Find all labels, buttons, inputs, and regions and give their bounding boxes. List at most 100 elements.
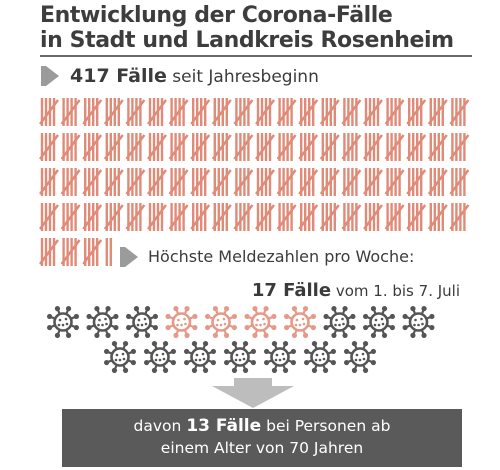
- tally-cross-stroke: [406, 169, 427, 195]
- tally-cross-stroke: [276, 99, 297, 125]
- peak-week-suffix: vom 1. bis 7. Juli: [335, 282, 460, 300]
- coronavirus-icon: [47, 306, 79, 338]
- tally-cross-stroke: [60, 99, 81, 125]
- peak-arrow-icon: [125, 247, 138, 267]
- tally-cross-stroke: [276, 204, 297, 230]
- tally-cross-stroke: [427, 99, 448, 125]
- tally-cross-stroke: [39, 134, 59, 160]
- tally-cross-stroke: [449, 134, 470, 160]
- virus-icons-group: [47, 306, 435, 373]
- elderly-suffix: bei Personen ab: [266, 417, 391, 435]
- page-title: Entwicklung der Corona-Fälle in Stadt un…: [40, 3, 480, 53]
- total-cases-value: 417 Fälle: [70, 65, 167, 87]
- tally-cross-stroke: [427, 134, 448, 160]
- tally-cross-stroke: [341, 204, 362, 230]
- tally-cross-stroke: [255, 204, 275, 230]
- tally-cross-stroke: [255, 169, 275, 195]
- tally-cross-stroke: [363, 99, 383, 125]
- tally-cross-stroke: [39, 239, 59, 265]
- down-arrow-icon: [212, 378, 294, 408]
- coronavirus-icon: [224, 341, 256, 373]
- tally-cross-stroke: [147, 169, 167, 195]
- tally-cross-stroke: [384, 99, 405, 125]
- peak-week-line: 17 Fälle vom 1. bis 7. Juli: [252, 281, 460, 301]
- tally-cross-stroke: [39, 169, 59, 195]
- coronavirus-icon: [184, 341, 216, 373]
- tally-cross-stroke: [384, 169, 405, 195]
- tally-cross-stroke: [406, 134, 427, 160]
- peak-arrow-stem: [120, 247, 125, 267]
- tally-cross-stroke: [211, 99, 232, 125]
- tally-cross-stroke: [363, 204, 383, 230]
- tally-cross-stroke: [427, 204, 448, 230]
- tally-cross-stroke: [384, 204, 405, 230]
- tally-cross-stroke: [341, 169, 362, 195]
- tally-cross-stroke: [190, 134, 211, 160]
- tally-cross-stroke: [60, 239, 81, 265]
- tally-cross-stroke: [233, 134, 254, 160]
- tally-cross-stroke: [255, 134, 275, 160]
- tally-cross-stroke: [298, 99, 319, 125]
- coronavirus-icon: [165, 306, 198, 338]
- tally-cross-stroke: [298, 204, 319, 230]
- tally-cross-stroke: [233, 204, 254, 230]
- tally-cross-stroke: [60, 204, 81, 230]
- elderly-line-1: davon 13 Fälle bei Personen ab: [62, 415, 462, 437]
- tally-cross-stroke: [168, 134, 189, 160]
- tally-cross-stroke: [168, 204, 189, 230]
- tally-cross-stroke: [39, 99, 59, 125]
- tally-cross-stroke: [233, 169, 254, 195]
- coronavirus-icon: [144, 341, 176, 373]
- total-cases-line: 417 Fälle seit Jahresbeginn: [70, 65, 319, 88]
- tally-cross-stroke: [125, 99, 146, 125]
- tally-cross-stroke: [190, 169, 211, 195]
- tally-cross-stroke: [125, 169, 146, 195]
- coronavirus-icon: [402, 306, 435, 338]
- tally-cross-stroke: [103, 134, 124, 160]
- coronavirus-icon: [126, 306, 158, 338]
- pointer-arrow-icon: [46, 66, 59, 86]
- elderly-line-2: einem Alter von 70 Jahren: [160, 439, 364, 457]
- tally-cross-stroke: [211, 169, 232, 195]
- tally-cross-stroke: [147, 99, 167, 125]
- coronavirus-icon: [205, 306, 237, 338]
- tally-cross-stroke: [449, 169, 470, 195]
- tally-cross-stroke: [427, 169, 448, 195]
- tally-cross-stroke: [103, 169, 124, 195]
- tally-cross-stroke: [168, 169, 189, 195]
- tally-cross-stroke: [319, 134, 340, 160]
- coronavirus-icon: [363, 306, 395, 338]
- tally-cross-stroke: [255, 99, 275, 125]
- tally-cross-stroke: [103, 99, 124, 125]
- tally-cross-stroke: [60, 169, 81, 195]
- tally-cross-stroke: [147, 204, 167, 230]
- tally-marks-chart: [39, 98, 470, 266]
- coronavirus-icon: [86, 306, 119, 338]
- tally-cross-stroke: [384, 134, 405, 160]
- tally-cross-stroke: [39, 204, 59, 230]
- elderly-cases-box: davon 13 Fälle bei Personen ab einem Alt…: [62, 409, 462, 467]
- elderly-prefix: davon: [133, 417, 182, 435]
- tally-cross-stroke: [82, 99, 103, 125]
- tally-cross-stroke: [298, 134, 319, 160]
- title-divider: [40, 55, 472, 57]
- tally-cross-stroke: [82, 169, 103, 195]
- tally-cross-stroke: [319, 169, 340, 195]
- tally-cross-stroke: [211, 204, 232, 230]
- tally-cross-stroke: [60, 134, 81, 160]
- tally-cross-stroke: [363, 169, 383, 195]
- title-line-1: Entwicklung der Corona-Fälle: [40, 3, 393, 28]
- coronavirus-icon: [304, 341, 336, 373]
- tally-cross-stroke: [298, 169, 319, 195]
- peak-week-label: Höchste Meldezahlen pro Woche:: [148, 247, 415, 266]
- tally-cross-stroke: [363, 134, 383, 160]
- tally-cross-stroke: [276, 134, 297, 160]
- tally-cross-stroke: [125, 134, 146, 160]
- pointer-arrow-stem: [41, 66, 46, 86]
- peak-week-value: 17 Fälle: [251, 280, 332, 301]
- tally-cross-stroke: [341, 134, 362, 160]
- tally-cross-stroke: [449, 204, 470, 230]
- tally-cross-stroke: [190, 99, 211, 125]
- tally-cross-stroke: [103, 204, 124, 230]
- tally-cross-stroke: [406, 204, 427, 230]
